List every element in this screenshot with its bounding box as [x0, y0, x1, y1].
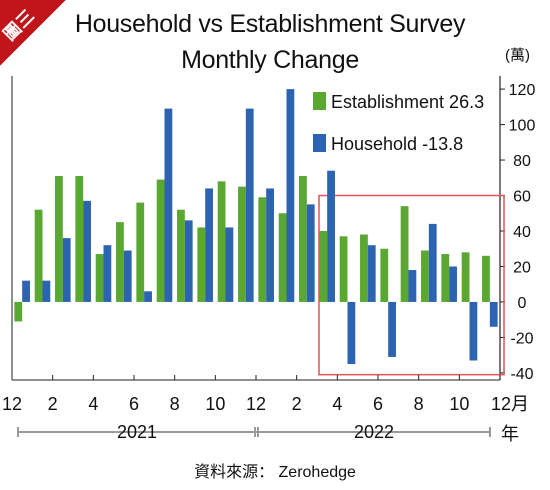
x-tick-label: 6 — [373, 394, 383, 414]
legend-swatch — [313, 92, 326, 110]
bar-household — [205, 188, 213, 302]
bar-establishment — [461, 252, 470, 302]
y-tick-label: 60 — [513, 189, 531, 206]
chart-title: Household vs Establishment Survey — [74, 10, 466, 38]
bar-establishment — [258, 197, 267, 302]
bar-establishment — [278, 213, 287, 302]
x-tick-label: 2 — [48, 394, 58, 414]
y-tick-label: 40 — [513, 224, 531, 241]
bar-household — [164, 108, 173, 302]
x-tick-label: 10 — [205, 394, 225, 414]
bar-establishment — [360, 234, 368, 302]
bar-household — [286, 89, 295, 302]
bar-household — [449, 266, 457, 302]
bar-establishment — [75, 176, 84, 302]
y-tick-label: 0 — [518, 295, 527, 312]
bar-establishment — [116, 222, 124, 302]
x-tick-label: 10 — [449, 394, 469, 414]
bar-establishment — [197, 227, 206, 302]
bar-household — [245, 108, 254, 302]
bar-household — [469, 301, 478, 361]
unit-label: (萬) — [505, 47, 530, 64]
legend-label: Establishment 26.3 — [331, 92, 484, 112]
bar-establishment — [421, 250, 429, 302]
y-tick-label: 80 — [513, 153, 531, 170]
x-tick-label: 4 — [88, 394, 98, 414]
source-text: 資料來源： Zerohedge — [194, 464, 356, 481]
x-tick-label: 6 — [129, 394, 139, 414]
y-tick-label: 20 — [513, 259, 531, 276]
bar-household — [347, 301, 356, 365]
year-label: 2022 — [354, 422, 394, 442]
bar-establishment — [441, 254, 450, 302]
chart-subtitle: Monthly Change — [181, 46, 359, 74]
x-tick-label: 8 — [170, 394, 180, 414]
x-tick-label: 2 — [292, 394, 302, 414]
bar-establishment — [136, 202, 145, 302]
bar-household — [22, 280, 30, 302]
y-tick-label: 120 — [509, 82, 536, 99]
corner-tag-label: 圖三 — [0, 5, 39, 45]
bar-establishment — [319, 231, 328, 302]
bar-establishment — [339, 236, 348, 302]
bar-establishment — [299, 176, 307, 302]
bar-household — [428, 223, 437, 302]
bar-household — [408, 270, 417, 302]
bar-household — [103, 245, 112, 302]
bar-household — [266, 188, 274, 302]
x-tick-label: 12 — [2, 394, 22, 414]
bar-establishment — [217, 181, 226, 302]
bar-establishment — [482, 255, 490, 302]
bar-household — [306, 204, 315, 302]
year-suffix: 年 — [501, 424, 519, 444]
bar-household — [42, 280, 51, 302]
bar-household — [327, 170, 335, 302]
y-tick-label: -20 — [510, 330, 533, 347]
bar-household — [489, 301, 498, 327]
bar-household — [83, 200, 91, 302]
y-tick-label: 100 — [509, 118, 536, 135]
bar-household — [123, 250, 132, 302]
bar-household — [62, 238, 71, 302]
bar-establishment — [177, 209, 185, 302]
bar-establishment — [14, 301, 23, 322]
highlight-box — [318, 194, 505, 376]
x-tick-label: 8 — [414, 394, 424, 414]
legend-swatch — [313, 134, 326, 152]
bar-household — [367, 245, 376, 302]
legend-label: Household -13.8 — [331, 134, 463, 154]
corner-tag: 圖三 — [0, 0, 66, 66]
year-label: 2021 — [117, 422, 157, 442]
bar-establishment — [55, 176, 63, 302]
x-tick-label: 12月 — [491, 394, 529, 414]
bar-establishment — [95, 254, 104, 302]
bar-establishment — [34, 209, 43, 302]
x-tick-label: 4 — [332, 394, 342, 414]
bar-establishment — [400, 206, 409, 302]
bar-establishment — [380, 248, 389, 302]
y-tick-label: -40 — [510, 366, 533, 383]
bar-household — [388, 301, 396, 357]
bar-establishment — [156, 179, 165, 302]
bar-household — [144, 291, 152, 302]
x-tick-label: 12 — [246, 394, 266, 414]
bar-household — [225, 227, 234, 302]
bar-household — [184, 220, 193, 302]
bar-establishment — [238, 186, 246, 302]
